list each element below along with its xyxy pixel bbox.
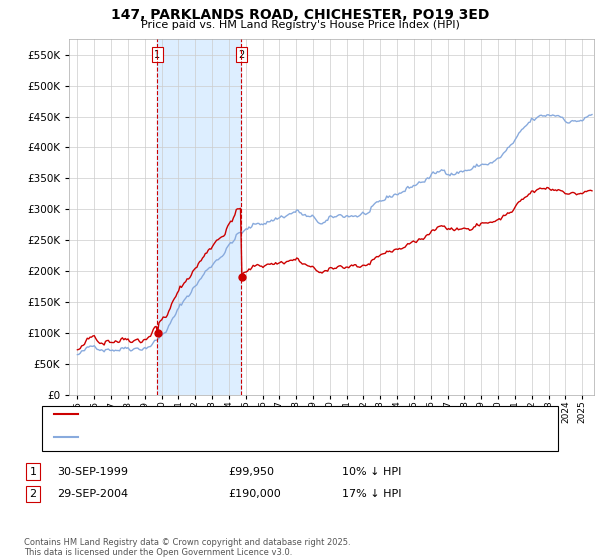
Text: 1: 1 <box>154 50 160 60</box>
Text: 30-SEP-1999: 30-SEP-1999 <box>57 466 128 477</box>
Text: Price paid vs. HM Land Registry's House Price Index (HPI): Price paid vs. HM Land Registry's House … <box>140 20 460 30</box>
Text: 147, PARKLANDS ROAD, CHICHESTER, PO19 3ED: 147, PARKLANDS ROAD, CHICHESTER, PO19 3E… <box>111 8 489 22</box>
Text: 10% ↓ HPI: 10% ↓ HPI <box>342 466 401 477</box>
Text: 1: 1 <box>29 466 37 477</box>
Text: 147, PARKLANDS ROAD, CHICHESTER, PO19 3ED (semi-detached house): 147, PARKLANDS ROAD, CHICHESTER, PO19 3E… <box>84 409 445 419</box>
Text: Contains HM Land Registry data © Crown copyright and database right 2025.
This d: Contains HM Land Registry data © Crown c… <box>24 538 350 557</box>
Text: 2: 2 <box>29 489 37 499</box>
Bar <box>157 39 241 395</box>
Text: 17% ↓ HPI: 17% ↓ HPI <box>342 489 401 499</box>
Text: HPI: Average price, semi-detached house, Chichester: HPI: Average price, semi-detached house,… <box>84 432 349 442</box>
Text: £99,950: £99,950 <box>228 466 274 477</box>
Text: 29-SEP-2004: 29-SEP-2004 <box>57 489 128 499</box>
Text: £190,000: £190,000 <box>228 489 281 499</box>
Text: 2: 2 <box>238 50 245 60</box>
